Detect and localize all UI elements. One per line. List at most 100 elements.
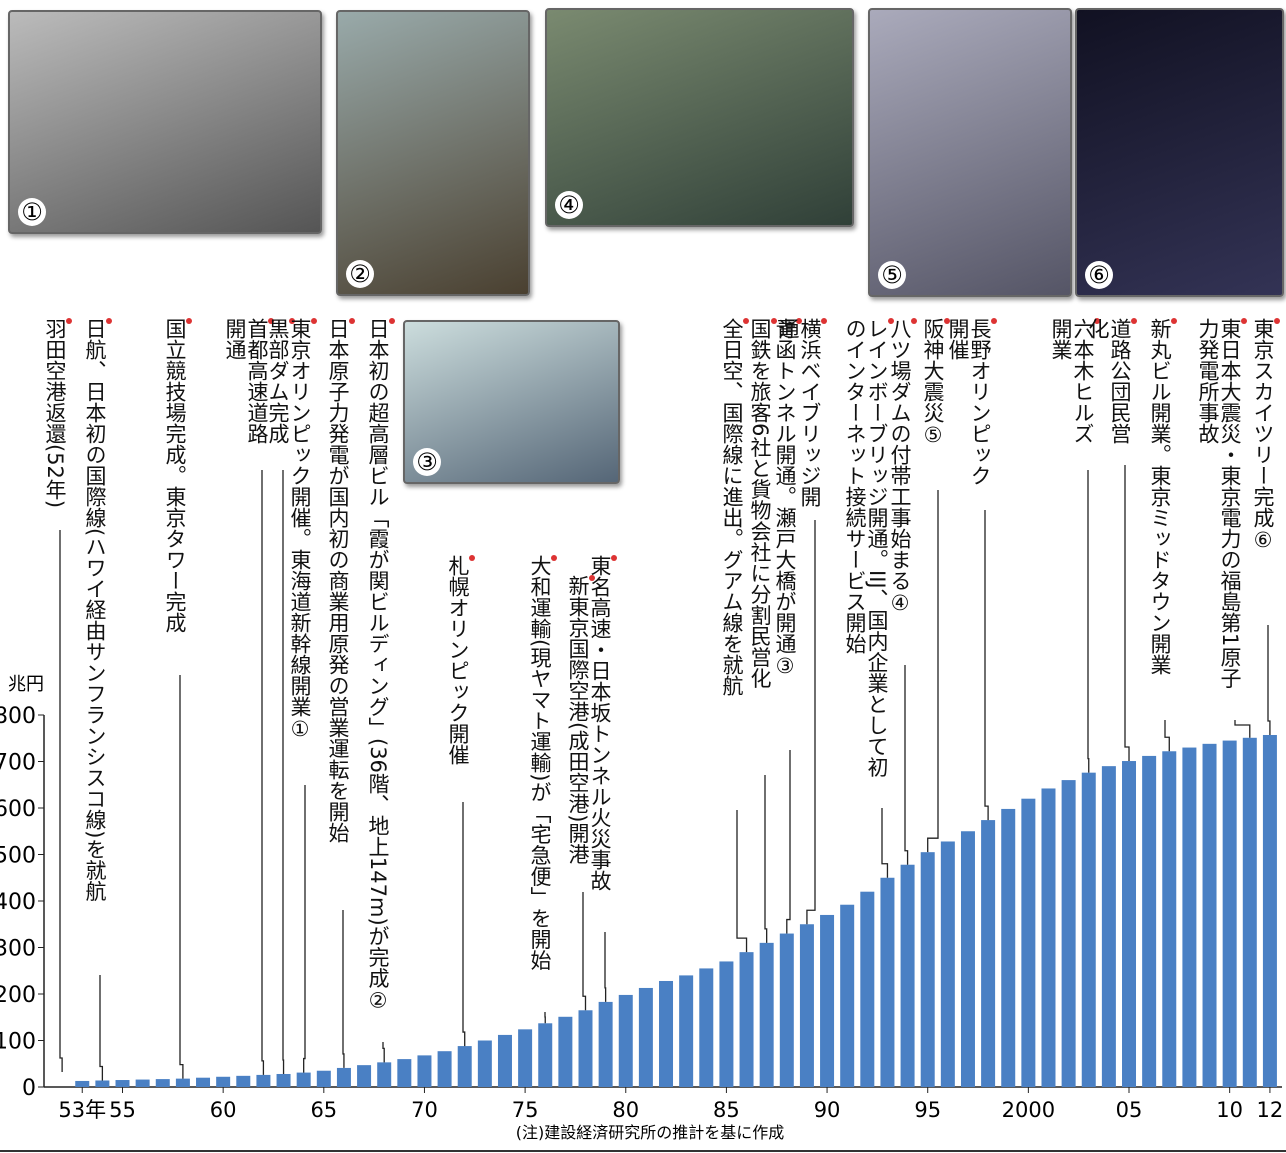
event-label: 八ツ場ダムの付帯工事始まる④: [888, 318, 917, 653]
bar: [316, 1070, 331, 1087]
x-tick-label: 95: [914, 1098, 941, 1122]
bar: [759, 942, 774, 1087]
event-label: 羽田空港返還(52年): [43, 318, 72, 518]
x-tick-label: 05: [1116, 1098, 1143, 1122]
event-leader: [99, 975, 104, 1081]
bar: [618, 994, 633, 1087]
event-leader: [342, 910, 345, 1068]
photo: ⑤: [868, 8, 1072, 297]
y-tick-label: 200: [0, 983, 36, 1008]
event-leader: [1124, 465, 1130, 762]
bar: [1262, 734, 1277, 1087]
bar: [1242, 737, 1257, 1087]
bar: [1122, 761, 1137, 1087]
event-leader: [736, 810, 748, 953]
bar: [820, 914, 835, 1087]
y-tick-label: 500: [0, 844, 36, 869]
x-tick-label: 65: [310, 1098, 337, 1122]
bar: [880, 877, 895, 1087]
event-leader: [604, 932, 607, 1002]
bar: [699, 968, 714, 1087]
event-leader: [582, 892, 587, 1011]
bar: [256, 1074, 271, 1087]
event-label: 新東京国際空港(成田空港)開港: [566, 575, 595, 880]
event-leader: [927, 490, 939, 853]
event-label: 黒部ダム完成: [266, 318, 295, 458]
bar: [236, 1075, 251, 1087]
bar: [1142, 755, 1157, 1087]
photo-number: ④: [555, 191, 583, 219]
event-leader: [59, 530, 63, 1072]
event-label: 日本原子力発電が国内初の商業用原発の営業運転を開始: [326, 318, 355, 898]
photo-number: ⑥: [1085, 261, 1113, 289]
bar: [1202, 743, 1217, 1087]
photo: ④: [545, 8, 854, 227]
bar: [336, 1067, 351, 1087]
event-label: 日航、日本初の国際線(ハワイ経由サンフランシスコ線)を就航: [83, 318, 112, 963]
event-label: 東日本大震災・東京電力の福島第1原子力発電所事故: [1196, 318, 1247, 708]
bar: [981, 820, 996, 1087]
y-tick-label: 400: [0, 890, 36, 915]
event-leader: [1267, 625, 1271, 735]
event-leader: [806, 520, 816, 925]
y-tick-label: 600: [0, 797, 36, 822]
event-label: 道路公団民営化: [1086, 318, 1137, 453]
bar: [659, 980, 674, 1087]
photo-number: ②: [346, 260, 374, 288]
bar: [719, 961, 734, 1087]
event-label: 国鉄を旅客6社と貨物会社に分割民営化: [748, 318, 777, 763]
bar: [538, 1023, 553, 1087]
event-leader: [881, 808, 889, 878]
event-leader: [261, 470, 265, 1075]
bar: [638, 987, 653, 1087]
x-tick-label: 85: [713, 1098, 740, 1122]
event-leader: [303, 785, 306, 1073]
bar: [920, 852, 935, 1087]
x-tick-label: 2000: [1002, 1098, 1055, 1122]
bar: [598, 1001, 613, 1087]
event-label: 東名高速・日本坂トンネル火災事故: [588, 555, 617, 920]
event-leader: [462, 802, 466, 1047]
bar: [1081, 772, 1096, 1087]
event-label: 東京スカイツリー完成⑥: [1251, 318, 1280, 613]
event-leader: [179, 675, 184, 1079]
event-label: 長野オリンピック開催: [946, 318, 997, 498]
x-tick-label: 55: [109, 1098, 136, 1122]
bar: [175, 1078, 190, 1087]
photo: ①: [8, 10, 322, 234]
bar: [1222, 740, 1237, 1087]
y-tick-label: 0: [22, 1076, 36, 1101]
x-tick-label: 70: [411, 1098, 438, 1122]
bar: [75, 1080, 90, 1087]
bar: [1162, 751, 1177, 1087]
event-leader: [984, 510, 989, 821]
event-label: 国立競技場完成。東京タワー完成: [163, 318, 192, 663]
bar: [296, 1072, 311, 1087]
bar: [940, 841, 955, 1087]
x-tick-label: 90: [814, 1098, 841, 1122]
event-label: 日本初の超高層ビル「霞が関ビルディング」(36階、地上147m)が完成②: [366, 318, 395, 1030]
x-tick-label: 12: [1257, 1098, 1284, 1122]
photo: ⑥: [1075, 8, 1284, 297]
x-tick-label: 10: [1216, 1098, 1243, 1122]
bar: [135, 1079, 150, 1087]
x-tick-label: 75: [512, 1098, 539, 1122]
event-label: 全日空、国際線に進出。グアム線を就航: [720, 318, 749, 798]
bar: [679, 975, 694, 1087]
bar: [397, 1059, 412, 1087]
event-label: 横浜ベイブリッジ開通: [776, 318, 827, 508]
bar: [578, 1010, 593, 1087]
bar: [196, 1077, 211, 1087]
event-label: 大和運輸(現ヤマト運輸)が「宅急便」を開始: [528, 555, 557, 1000]
event-leader: [1164, 720, 1170, 752]
bar: [276, 1073, 291, 1087]
photo-number: ①: [18, 198, 46, 226]
bar: [477, 1040, 492, 1087]
bar: [437, 1051, 452, 1087]
bar: [1182, 747, 1197, 1087]
event-label: 東京オリンピック開催。東海道新幹線開業①: [288, 318, 317, 773]
event-label: 札幌オリンピック開催: [446, 555, 475, 790]
note: (注)建設経済研究所の推計を基に作成: [516, 1123, 785, 1142]
